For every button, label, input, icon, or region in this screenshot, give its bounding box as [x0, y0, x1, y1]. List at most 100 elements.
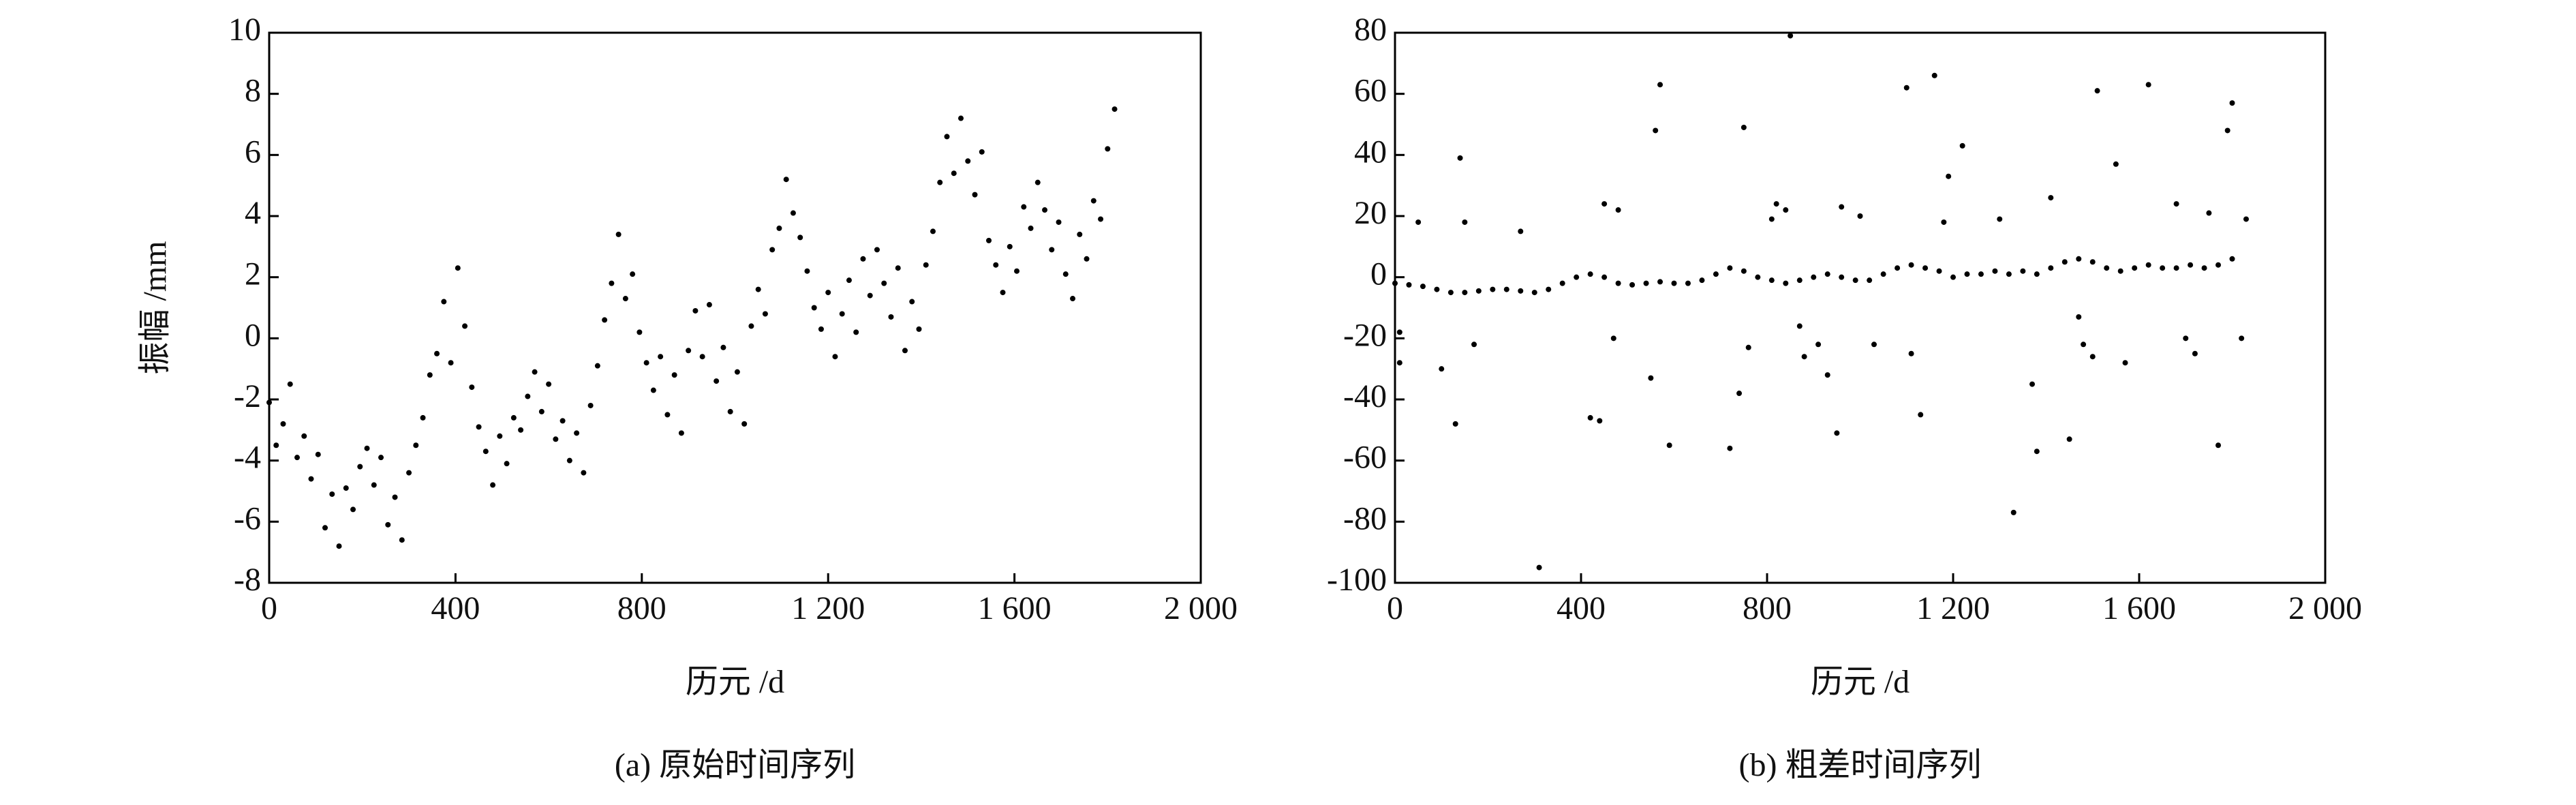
point [1871, 341, 1877, 348]
point [2243, 216, 2249, 222]
point [2066, 436, 2072, 442]
point [581, 470, 587, 476]
point [1992, 268, 1998, 274]
x-tick-label: 2 000 [1164, 590, 1238, 626]
point [546, 381, 552, 387]
point [469, 384, 475, 391]
point [1452, 421, 1458, 427]
point [2117, 268, 2123, 274]
point [1420, 284, 1426, 290]
y-tick-label: 10 [228, 12, 261, 48]
point [776, 225, 782, 231]
point [993, 262, 999, 268]
point [1396, 360, 1402, 366]
point [378, 455, 384, 461]
point [2239, 335, 2245, 341]
x-tick-label: 1 600 [2102, 590, 2176, 626]
point [566, 457, 572, 464]
point [1801, 354, 1807, 360]
point [1490, 286, 1496, 292]
point [1867, 277, 1873, 284]
point [1105, 146, 1111, 152]
point [1415, 219, 1422, 225]
point [1601, 201, 1608, 207]
point [1462, 290, 1468, 296]
point [504, 461, 510, 467]
point [1610, 335, 1616, 341]
point [1597, 418, 1603, 424]
point [553, 436, 559, 442]
point [455, 265, 461, 271]
point [923, 262, 929, 268]
point [1997, 216, 2003, 222]
point [622, 296, 628, 302]
point [350, 506, 356, 513]
point [308, 476, 314, 482]
y-tick-label: -6 [234, 500, 261, 536]
point [1895, 265, 1901, 271]
point [957, 115, 964, 121]
y-tick-label: -8 [234, 562, 261, 598]
point [615, 231, 622, 237]
point [1098, 216, 1104, 222]
point [2006, 271, 2012, 277]
point [322, 525, 328, 531]
point [867, 292, 873, 299]
point [1546, 286, 1552, 292]
point [1042, 207, 1048, 213]
point [2048, 195, 2054, 201]
point [2215, 442, 2222, 449]
point [1657, 279, 1663, 285]
point [825, 290, 831, 296]
point [1077, 231, 1083, 237]
point [2224, 127, 2230, 134]
y-tick-label: 40 [1354, 134, 1387, 170]
y-tick-label: 0 [245, 317, 261, 353]
y-tick-label: -4 [234, 440, 261, 476]
point [1815, 341, 1822, 348]
x-tick-label: 1 600 [978, 590, 1052, 626]
point [2020, 268, 2026, 274]
point [1839, 274, 1845, 280]
point [860, 256, 866, 262]
x-tick-label: 0 [261, 590, 277, 626]
point [937, 179, 943, 185]
point [769, 247, 776, 253]
point [637, 329, 643, 335]
point [2173, 265, 2179, 271]
point [1000, 290, 1006, 296]
point [1796, 323, 1803, 329]
point [965, 158, 971, 164]
point [944, 134, 950, 140]
point [818, 326, 824, 332]
y-tick-label: -80 [1343, 500, 1387, 536]
point [287, 381, 293, 387]
point [699, 354, 705, 360]
point [692, 307, 699, 314]
point [748, 323, 754, 329]
x-tick-label: 800 [1743, 590, 1792, 626]
point [329, 491, 335, 497]
point [643, 360, 649, 366]
point [1839, 204, 1845, 210]
point [385, 521, 391, 528]
point [1657, 82, 1663, 88]
point [741, 421, 748, 427]
point [1685, 280, 1691, 286]
point [888, 314, 894, 320]
point [301, 433, 307, 439]
point [1964, 271, 1970, 277]
point [357, 464, 363, 470]
point [399, 537, 405, 543]
point [2183, 335, 2189, 341]
point [1049, 247, 1055, 253]
point [1783, 207, 1789, 213]
point [2094, 88, 2100, 94]
point [1852, 277, 1858, 284]
point [1574, 274, 1580, 280]
y-tick-label: 0 [1370, 256, 1387, 292]
point [1434, 286, 1440, 292]
point [2145, 82, 2151, 88]
point [2145, 262, 2151, 268]
